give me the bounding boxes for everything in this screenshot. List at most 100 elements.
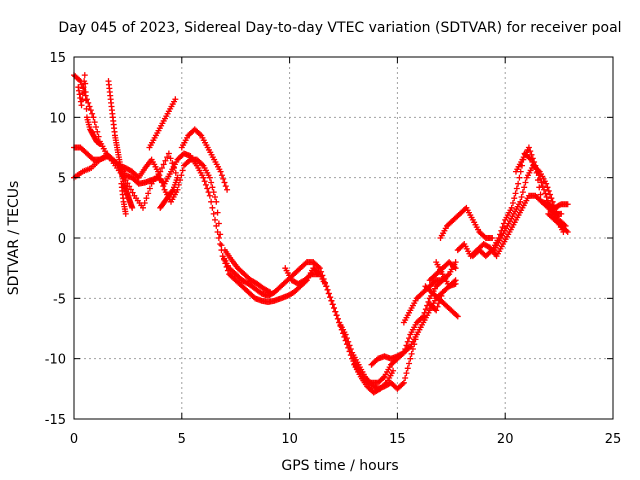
data-point <box>433 307 440 314</box>
data-point <box>218 242 225 249</box>
data-point <box>79 96 86 103</box>
data-point <box>408 350 415 357</box>
data-point <box>209 184 216 191</box>
data-point <box>508 204 515 211</box>
data-point <box>532 162 539 169</box>
data-point <box>545 187 552 194</box>
data-point <box>162 157 169 164</box>
data-point <box>82 80 89 87</box>
data-point <box>406 344 413 351</box>
data-point <box>222 183 229 190</box>
data-point <box>267 289 274 296</box>
data-point <box>94 128 101 135</box>
data-point <box>528 151 535 158</box>
data-point <box>169 160 176 167</box>
data-point <box>422 306 429 313</box>
data-point <box>90 114 97 121</box>
data-point <box>160 183 167 190</box>
data-point <box>217 168 224 175</box>
data-point <box>337 323 344 330</box>
y-tick-label: -5 <box>53 292 66 307</box>
data-point <box>541 186 548 193</box>
data-point <box>172 96 179 103</box>
data-point <box>141 200 148 207</box>
data-point <box>146 185 153 192</box>
data-point <box>343 341 350 348</box>
data-point <box>549 198 556 205</box>
series-track-x <box>545 210 571 235</box>
series-track-r <box>426 259 459 284</box>
data-point <box>157 168 164 175</box>
data-point <box>205 189 212 196</box>
data-point <box>196 131 203 138</box>
data-point <box>83 97 90 104</box>
data-point <box>451 263 458 270</box>
data-point <box>210 189 217 196</box>
data-point <box>215 220 222 227</box>
data-point <box>129 189 136 196</box>
data-point <box>143 195 150 202</box>
data-point <box>512 190 519 197</box>
data-point <box>87 107 94 114</box>
data-point <box>550 202 557 209</box>
y-tick-label: 15 <box>49 51 66 66</box>
data-point <box>86 103 93 110</box>
data-point <box>80 84 87 91</box>
data-point <box>127 186 134 193</box>
data-point <box>174 174 181 181</box>
data-point <box>215 235 222 241</box>
data-point <box>435 300 442 307</box>
data-point <box>327 294 334 301</box>
data-point <box>78 102 85 109</box>
data-point <box>536 184 543 191</box>
data-point <box>558 210 565 217</box>
series-track-m <box>368 331 420 368</box>
data-point <box>328 297 335 304</box>
data-point <box>220 175 227 182</box>
data-point <box>321 279 328 286</box>
data-point <box>96 140 103 147</box>
x-tick-label: 20 <box>497 432 514 447</box>
data-point <box>452 280 459 287</box>
x-tick-label: 25 <box>605 432 622 447</box>
data-point <box>210 210 217 217</box>
data-point <box>332 308 339 315</box>
data-point <box>525 144 532 151</box>
data-point <box>454 313 461 320</box>
data-point <box>539 183 546 190</box>
data-point <box>91 119 98 126</box>
data-point <box>519 189 526 196</box>
data-point <box>346 348 353 355</box>
data-point <box>380 374 387 381</box>
series-track-h <box>157 174 181 211</box>
data-point <box>209 204 216 211</box>
data-point <box>537 191 544 198</box>
x-tick-label: 0 <box>70 432 78 447</box>
data-point <box>265 288 272 295</box>
x-tick-label: 15 <box>389 432 406 447</box>
data-point <box>314 271 321 278</box>
data-points <box>71 72 571 396</box>
data-point <box>214 209 221 216</box>
data-point <box>529 155 536 162</box>
data-point <box>167 155 174 162</box>
y-tick-label: 0 <box>58 232 66 247</box>
data-point <box>329 301 336 308</box>
data-point <box>325 290 332 297</box>
data-point <box>437 296 444 303</box>
data-point <box>334 315 341 322</box>
data-point <box>531 158 538 165</box>
data-point <box>517 198 524 205</box>
axis-ticks: 0 5 10 15 20 25 -15 -10 -5 0 5 10 15 <box>45 51 622 447</box>
data-point <box>169 187 176 194</box>
data-point <box>403 370 410 377</box>
y-axis-title: SDTVAR / TECUs <box>6 181 22 296</box>
data-point <box>404 365 411 372</box>
data-point <box>76 76 83 83</box>
data-point <box>139 204 146 211</box>
data-point <box>212 216 219 223</box>
data-point <box>418 314 425 321</box>
data-point <box>516 174 523 181</box>
